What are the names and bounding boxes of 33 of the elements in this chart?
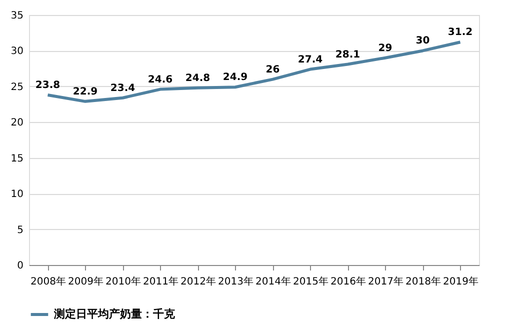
legend-label: 测定日平均产奶量：千克: [53, 308, 176, 320]
y-tick-label: 0: [17, 260, 24, 272]
y-tick-label: 15: [10, 153, 24, 164]
data-label: 27.4: [298, 54, 323, 66]
data-label: 24.8: [185, 72, 210, 84]
x-tick-label: 2013年: [218, 276, 254, 288]
y-tick-label: 35: [10, 10, 24, 22]
x-tick-label: 2016年: [330, 276, 366, 288]
data-label: 29: [378, 42, 392, 54]
x-tick-label: 2015年: [293, 276, 328, 288]
x-tick-label: 2009年: [68, 276, 104, 288]
data-label: 24.6: [148, 74, 173, 86]
data-label: 30: [416, 36, 430, 47]
y-tick-label: 30: [10, 46, 24, 58]
data-label: 26: [266, 64, 280, 76]
data-label: 24.9: [222, 72, 248, 84]
data-label: 28.1: [335, 49, 360, 60]
x-tick-label: 2019年: [443, 276, 478, 288]
y-tick-label: 20: [10, 118, 24, 129]
y-tick-label: 25: [10, 82, 24, 93]
x-tick-label: 2008年: [30, 276, 66, 288]
x-tick-label: 2014年: [256, 276, 291, 288]
y-tick-label: 5: [17, 224, 24, 236]
data-label: 23.8: [35, 80, 60, 91]
x-tick-label: 2012年: [180, 276, 216, 288]
x-tick-label: 2011年: [143, 276, 178, 288]
y-tick-label: 10: [10, 189, 24, 200]
x-tick-label: 2018年: [406, 276, 441, 288]
data-label: 23.4: [110, 82, 136, 94]
x-tick-label: 2010年: [106, 276, 141, 288]
x-tick-label: 2017年: [368, 276, 404, 288]
data-label: 31.2: [448, 27, 473, 38]
data-label: 22.9: [72, 86, 98, 98]
